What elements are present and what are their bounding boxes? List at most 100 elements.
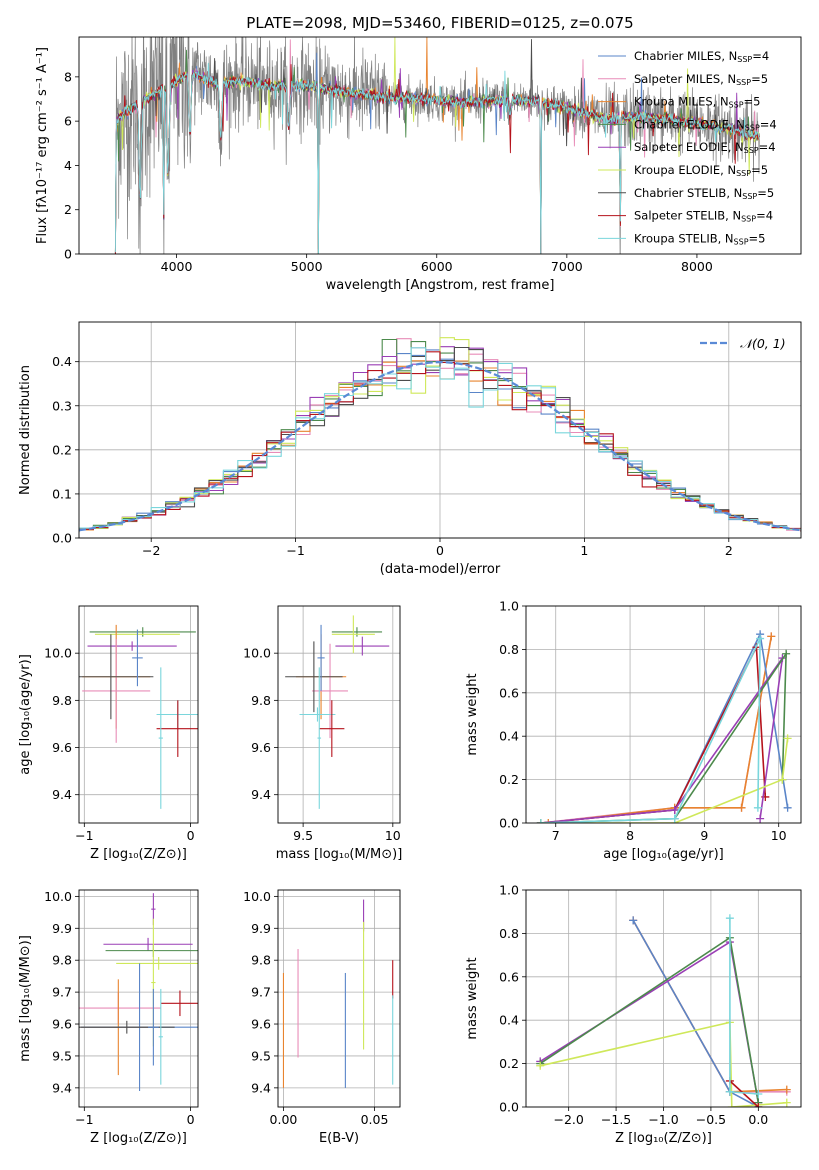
legend-entry: Kroupa ELODIE, NSSP=5: [634, 163, 768, 178]
y-tick-label: 0.6: [499, 969, 519, 984]
mass_vs_Z-frame: [78, 889, 199, 1108]
weight-marker: [767, 632, 776, 641]
weight-marker: [754, 1103, 763, 1107]
y-tick-label: 0.4: [499, 729, 519, 744]
x-tick-label: 10: [385, 828, 401, 843]
weight-line: [729, 1080, 759, 1107]
y-tick-label: 0.3: [52, 398, 72, 413]
y-tick-label: 0.4: [499, 1013, 519, 1028]
weight-line: [632, 920, 787, 1093]
y-tick-label: 9.4: [251, 1080, 271, 1095]
histogram-step: [79, 346, 801, 532]
errorbar-point: [317, 624, 325, 691]
x-tick-label: 0.05: [361, 1112, 389, 1127]
age_vs_mass-xlabel: mass [log₁₀(M/M⊙)]: [276, 847, 403, 862]
errorbar-point: [79, 634, 154, 720]
weight-line: [540, 638, 761, 823]
weight-marker: [725, 914, 734, 923]
weight_vs_age-lines: [536, 630, 792, 823]
residual-legend: 𝒩(0, 1): [700, 336, 786, 351]
weight_vs_age-axes: 7 8 9 10 0.0 0.2 0.4 0.6 0.8 1.0: [499, 599, 801, 843]
spectrum-lines: [114, 37, 760, 254]
spectrum-legend: Chabrier MILES, NSSP=4 Salpeter MILES, NS…: [598, 49, 777, 246]
age_vs_mass-frame: [277, 605, 401, 824]
weight-line: [540, 631, 789, 823]
x-tick-label: 8000: [681, 259, 713, 274]
x-tick-label: 7000: [551, 259, 583, 274]
weight_vs_Z-axes: −2.0 −1.5 −1.0 −0.5 0.0 0.0 0.2 0.4 0.6 0.8 1.0: [499, 883, 801, 1127]
weight_vs_Z-ylabel: mass weight: [465, 957, 480, 1039]
y-tick-label: 9.4: [251, 787, 271, 802]
y-tick-label: 0: [64, 247, 72, 262]
errorbar-point: [319, 700, 345, 757]
y-tick-label: 9.6: [251, 1017, 271, 1032]
y-tick-label: 9.9: [251, 921, 271, 936]
errorbar-point: [132, 629, 143, 687]
weight-marker: [783, 734, 792, 743]
residuals-ylabel: Normed distribution: [18, 365, 33, 495]
y-tick-label: 0.8: [499, 926, 519, 941]
weight-line: [540, 657, 784, 823]
legend-entry: Chabrier STELIB, NSSP=5: [634, 186, 774, 201]
mass_vs_ebv-frame: [277, 889, 401, 1108]
weight-marker: [782, 1098, 791, 1107]
errorbar-point: [158, 988, 163, 1085]
weight-marker: [737, 803, 746, 812]
x-tick-label: −1.5: [601, 1112, 631, 1127]
legend-entry: Salpeter ELODIE, NSSP=4: [634, 140, 776, 155]
age_vs_mass-axes: 9.5 10 9.4 9.6 9.8 10.0: [243, 606, 401, 843]
errorbar-point: [158, 667, 163, 809]
y-tick-label: 0.2: [52, 442, 72, 457]
weight_vs_age-frame: [525, 605, 802, 824]
y-tick-label: 0.0: [499, 816, 519, 831]
weight_vs_age-xlabel: age [log₁₀(age/yr)]: [603, 847, 724, 862]
y-tick-label: 6: [64, 114, 72, 129]
weight-line: [548, 636, 773, 823]
x-tick-label: 8: [626, 828, 634, 843]
weight-marker: [670, 814, 679, 823]
x-tick-label: 6000: [421, 259, 453, 274]
histogram-step: [79, 347, 801, 533]
legend-entry: Chabrier ELODIE, NSSP=4: [634, 117, 777, 132]
weight-marker: [725, 1087, 734, 1096]
x-tick-label: 1: [580, 543, 588, 558]
y-tick-label: 4: [64, 158, 72, 173]
spectrum-axes: 4000 5000 6000 7000 8000 0 2 4 6 8: [64, 69, 713, 274]
weight-line: [540, 1021, 787, 1107]
weight-line: [729, 918, 759, 1095]
y-tick-label: 0.1: [52, 486, 72, 501]
mass_vs_ebv-points: [282, 899, 394, 1088]
x-tick-label: −1.0: [648, 1112, 678, 1127]
spectrum-title: PLATE=2098, MJD=53460, FIBERID=0125, z=0…: [246, 14, 633, 32]
y-tick-label: 9.7: [251, 985, 271, 1000]
errorbar-point: [116, 957, 198, 970]
weight-marker: [783, 803, 792, 812]
weight-marker: [782, 1085, 791, 1094]
residuals-frame: [78, 321, 802, 539]
y-tick-label: 9.9: [52, 921, 72, 936]
residuals-xlabel: (data-model)/error: [380, 562, 501, 577]
gaussian-curve: [79, 360, 801, 532]
y-tick-label: 10.0: [44, 889, 72, 904]
x-tick-label: 9: [700, 828, 708, 843]
x-tick-label: 9.5: [293, 828, 313, 843]
y-tick-label: 9.8: [52, 953, 72, 968]
y-tick-label: 0.0: [52, 531, 72, 546]
weight-marker: [536, 819, 545, 823]
weight-line: [632, 920, 759, 1107]
errorbar-point: [160, 990, 198, 1017]
y-tick-label: 10.0: [44, 646, 72, 661]
weight-marker: [778, 775, 787, 784]
y-tick-label: 0.2: [499, 1056, 519, 1071]
legend-entry: Kroupa STELIB, NSSP=5: [634, 231, 765, 246]
model-spectrum-line: [114, 62, 760, 254]
y-tick-label: 9.4: [52, 787, 72, 802]
errorbar-point: [285, 641, 343, 713]
legend-entry: Kroupa MILES, NSSP=5: [634, 95, 760, 110]
legend-entry: 𝒩(0, 1): [740, 336, 786, 351]
y-tick-label: 9.6: [52, 1017, 72, 1032]
weight-marker: [536, 1061, 545, 1070]
legend-entry: Salpeter MILES, NSSP=5: [634, 72, 768, 87]
y-tick-label: 9.8: [251, 953, 271, 968]
